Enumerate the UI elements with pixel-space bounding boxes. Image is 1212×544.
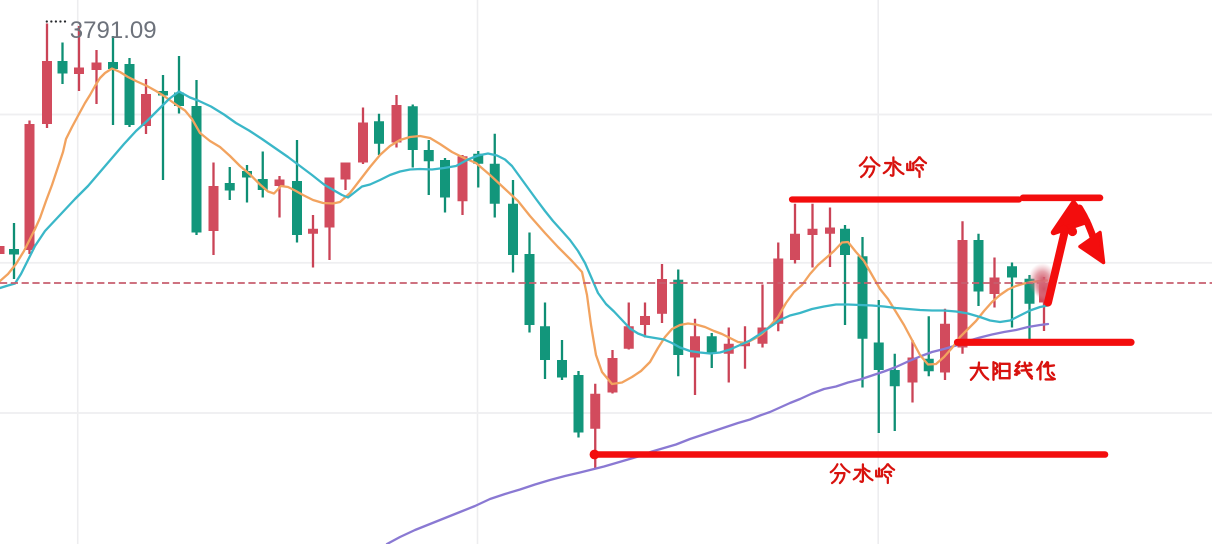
svg-text:3791.09: 3791.09 xyxy=(70,17,157,44)
